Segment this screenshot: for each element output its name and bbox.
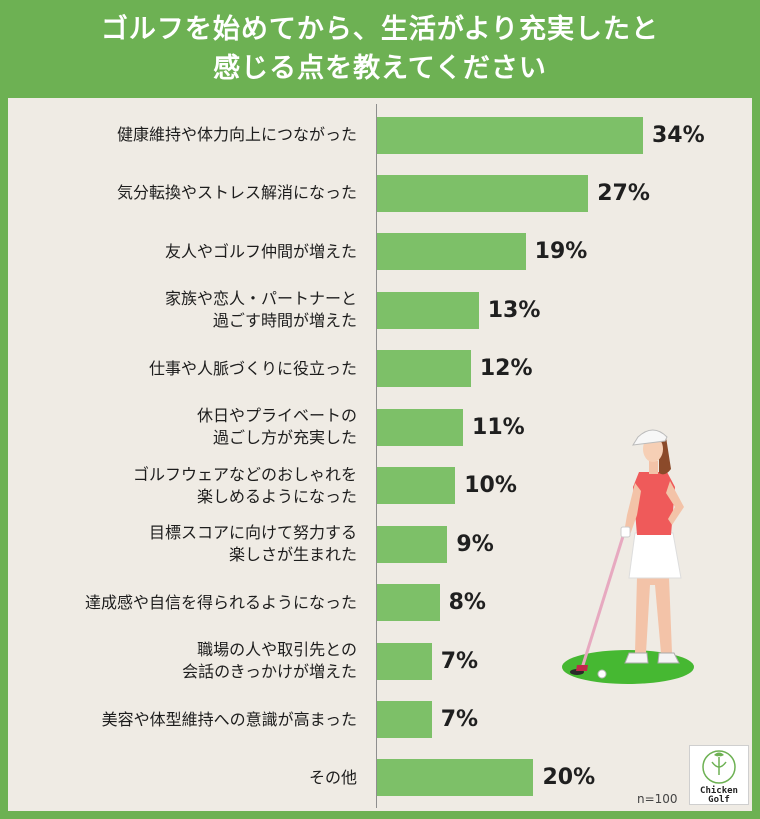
chicken-icon — [702, 750, 736, 784]
bar — [377, 701, 432, 738]
data-label: 13% — [487, 297, 541, 323]
data-label: 9% — [456, 531, 494, 557]
right-arm — [666, 481, 684, 525]
data-label: 7% — [440, 707, 479, 732]
sample-size-note: n=100 — [637, 792, 678, 806]
category-label-line: 職場の人や取引先との — [197, 640, 357, 660]
chart-title: ゴルフを始めてから、生活がより充実したと 感じる点を教えてください — [0, 0, 760, 98]
logo-text-line1: Chicken — [700, 786, 738, 796]
bar — [377, 116, 643, 154]
glove — [620, 526, 631, 538]
chart-panel — [8, 98, 752, 811]
left-arm — [624, 483, 641, 535]
bar — [377, 525, 448, 563]
category-label-line: その他 — [308, 767, 357, 787]
category-label: ゴルフウェアなどのおしゃれを 楽しめるようになった — [12, 464, 357, 508]
golf-club-shaft — [581, 531, 626, 667]
golfer-illustration — [562, 429, 694, 684]
bar — [377, 174, 589, 212]
category-label: 仕事や人脈づくりに役立った — [12, 358, 357, 380]
logo-text-line2: Golf — [708, 795, 730, 805]
category-label-line: 家族や恋人・パートナーと — [164, 289, 357, 309]
category-axis-line — [376, 104, 377, 808]
category-label-line: 楽しさが生まれた — [228, 545, 357, 565]
data-label: 7% — [440, 648, 479, 674]
data-label: 10% — [464, 473, 517, 499]
category-label-line: 達成感や自信を得られるようになった — [84, 592, 357, 612]
category-label: 達成感や自信を得られるようになった — [12, 592, 357, 614]
category-label-line: ゴルフウェアなどのおしゃれを — [132, 464, 357, 484]
bar — [377, 233, 526, 271]
bar — [377, 291, 479, 329]
category-label-line: 美容や体型維持への意識が高まった — [101, 709, 357, 729]
bar — [377, 584, 440, 622]
category-label-line: 気分転換やストレス解消になった — [116, 183, 357, 203]
data-label: 12% — [479, 356, 533, 382]
category-label-line: 目標スコアに向けて努力する — [148, 523, 357, 543]
category-label-line: 過ごす時間が増えた — [212, 311, 357, 331]
bar — [377, 408, 464, 446]
category-label: 美容や体型維持への意識が高まった — [12, 709, 357, 731]
bar — [377, 350, 471, 388]
data-label: 19% — [534, 239, 588, 265]
legs — [635, 577, 672, 653]
neck — [649, 461, 658, 474]
golf-club-head — [576, 665, 588, 671]
category-label-line: 休日やプライベートの — [196, 406, 357, 426]
category-label-line: 健康維持や体力向上につながった — [116, 125, 357, 144]
data-label: 34% — [652, 122, 705, 148]
data-label: 8% — [448, 590, 486, 616]
category-label: 目標スコアに向けて努力する 楽しさが生まれた — [12, 522, 357, 566]
category-label: 友人やゴルフ仲間が増えた — [12, 241, 357, 263]
bar — [377, 759, 534, 797]
category-label: 気分転換やストレス解消になった — [12, 182, 357, 204]
title-line-2: 感じる点を教えてください — [213, 53, 547, 84]
category-label: 休日やプライベートの 過ごし方が充実した — [12, 405, 357, 449]
bar — [377, 642, 432, 680]
category-label-line: 仕事や人脈づくりに役立った — [148, 358, 357, 378]
shirt — [633, 472, 675, 535]
bar — [377, 467, 456, 505]
category-label: 職場の人や取引先との 会話のきっかけが増えた — [12, 639, 357, 683]
data-label: 20% — [542, 765, 596, 791]
skirt — [628, 532, 682, 579]
category-label-line: 友人やゴルフ仲間が増えた — [164, 241, 357, 261]
category-label-line: 楽しめるようになった — [196, 486, 357, 506]
category-label-line: 会話のきっかけが増えた — [182, 662, 357, 682]
category-label: 健康維持や体力向上につながった — [12, 124, 357, 146]
data-label: 11% — [472, 414, 525, 440]
category-label: 家族や恋人・パートナーと 過ごす時間が増えた — [12, 288, 357, 332]
visor — [632, 429, 668, 446]
category-label: その他 — [12, 767, 357, 789]
category-label-line: 過ごし方が充実した — [212, 428, 357, 448]
data-label: 27% — [597, 180, 650, 206]
shoes — [624, 652, 680, 664]
title-line-1: ゴルフを始めてから、生活がより充実したと — [100, 14, 660, 45]
brand-logo: Chicken Golf — [689, 745, 749, 805]
golf-ball — [597, 669, 607, 679]
